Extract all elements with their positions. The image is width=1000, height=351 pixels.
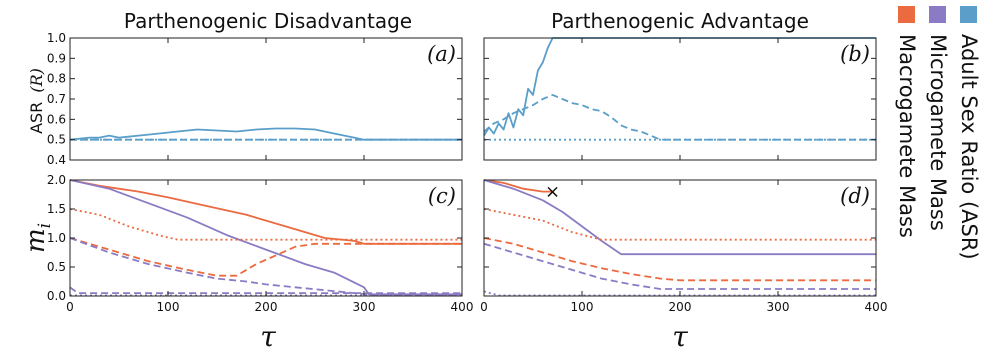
- y-label-bottom-main: m: [21, 228, 51, 253]
- panel-label: (c): [428, 184, 456, 208]
- y-label-bottom-sub: i: [35, 223, 55, 228]
- y-tick-label: 2.0: [47, 173, 66, 187]
- x-tick-label: 400: [865, 300, 888, 314]
- panel-label: (b): [840, 42, 870, 66]
- x-label-right: τ: [672, 320, 688, 351]
- x-tick-label: 0: [480, 300, 488, 314]
- x-tick-label: 300: [767, 300, 790, 314]
- series-line: [484, 179, 876, 256]
- series-line: [70, 127, 462, 141]
- y-tick-label: 0.9: [47, 51, 66, 65]
- x-tick-label: 400: [451, 300, 474, 314]
- panel-label: (d): [840, 184, 870, 208]
- y-label-top-text: ASR: [27, 102, 46, 134]
- series-line: [484, 37, 876, 137]
- y-label-top: ASR (R): [27, 68, 46, 134]
- panel-label: (a): [427, 42, 456, 66]
- x-tick-label: 300: [353, 300, 376, 314]
- y-tick-label: 1.0: [47, 31, 66, 45]
- y-tick-label: 0.0: [47, 289, 66, 303]
- y-tick-label: 0.4: [47, 153, 66, 167]
- panel-a: 0.4 0.5 0.6 0.7 0.8 0.9 1.0 (a): [47, 31, 463, 167]
- series-line: [70, 179, 462, 245]
- y-tick-label: 0.8: [47, 72, 66, 86]
- y-tick-label: 0.5: [47, 260, 66, 274]
- y-label-bottom: mi: [21, 223, 55, 253]
- series-line: [70, 237, 462, 296]
- y-tick-label: 0.5: [47, 133, 66, 147]
- legend-swatch-asr: [960, 6, 977, 23]
- panel-b: (b): [483, 37, 877, 161]
- series-line: [484, 237, 876, 282]
- legend-label-macrogamete: Macrogamete Mass: [895, 34, 919, 238]
- legend-swatch-macrogamete: [898, 6, 915, 23]
- panel-frame: [69, 179, 463, 297]
- series-line: [484, 94, 876, 141]
- title-left: Parthenogenic Disadvantage: [124, 9, 412, 33]
- legend: Adult Sex Ratio (ASR) Microgamete Mass M…: [895, 6, 981, 260]
- y-tick-label: 1.0: [47, 231, 66, 245]
- panel-frame: [69, 37, 463, 161]
- title-right: Parthenogenic Advantage: [551, 9, 809, 33]
- series-line: [484, 208, 876, 241]
- y-tick-label: 0.7: [47, 92, 66, 106]
- series-line: [70, 208, 462, 241]
- legend-label-asr: Adult Sex Ratio (ASR): [957, 34, 981, 260]
- y-label-top-symbol: (R): [27, 68, 46, 93]
- series-line: [484, 290, 876, 297]
- panel-c: 0 100 200 300 400 0.0 0.5 1.0 1.5 2.0 (c): [47, 173, 474, 314]
- x-tick-label: 200: [255, 300, 278, 314]
- series-line: [70, 286, 462, 295]
- y-tick-label: 0.6: [47, 112, 66, 126]
- legend-label-microgamete: Microgamete Mass: [926, 34, 950, 231]
- x-tick-label: 100: [571, 300, 594, 314]
- series-line: [484, 179, 553, 193]
- panel-frame: [483, 179, 877, 297]
- panel-d: × 0 100 200 300 400 (d): [480, 179, 888, 314]
- series-line: [70, 179, 462, 296]
- series-line: [484, 242, 876, 290]
- x-tick-label: 0: [66, 300, 74, 314]
- cross-marker: ×: [545, 182, 560, 203]
- x-tick-label: 100: [157, 300, 180, 314]
- series-line: [70, 237, 462, 277]
- y-tick-label: 1.5: [47, 202, 66, 216]
- x-label-left: τ: [260, 320, 276, 351]
- legend-swatch-microgamete: [929, 6, 946, 23]
- x-tick-label: 200: [669, 300, 692, 314]
